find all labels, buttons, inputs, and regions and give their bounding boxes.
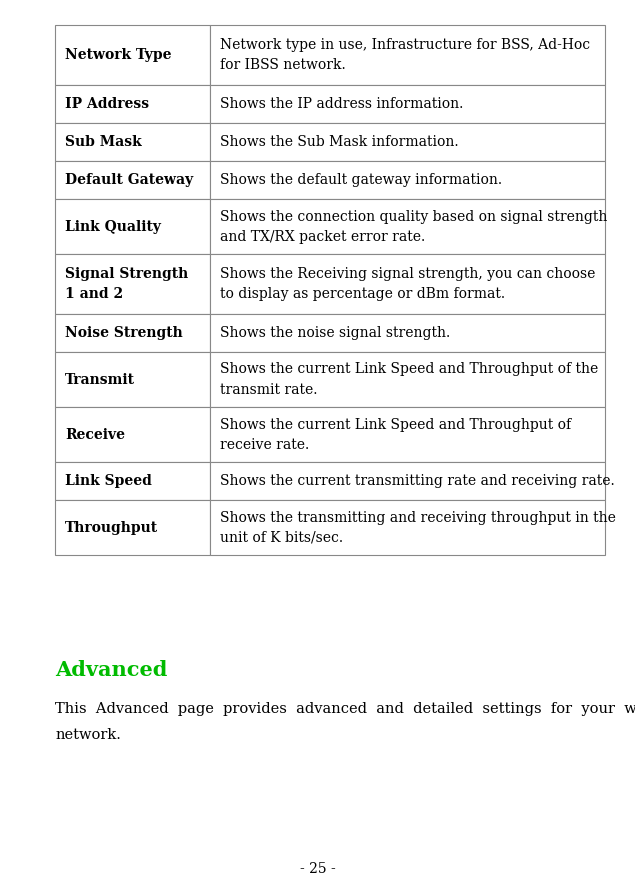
Text: Link Speed: Link Speed bbox=[65, 474, 152, 488]
Text: Shows the current Link Speed and Throughput of the: Shows the current Link Speed and Through… bbox=[220, 363, 598, 377]
Text: Receive: Receive bbox=[65, 428, 125, 442]
Text: Advanced: Advanced bbox=[55, 660, 168, 680]
Text: Default Gateway: Default Gateway bbox=[65, 173, 193, 187]
Bar bbox=[210, 199, 605, 254]
Bar bbox=[55, 25, 210, 85]
Bar bbox=[210, 462, 605, 500]
Bar bbox=[210, 161, 605, 199]
Text: network.: network. bbox=[55, 728, 121, 742]
Text: Shows the transmitting and receiving throughput in the: Shows the transmitting and receiving thr… bbox=[220, 510, 616, 525]
Text: to display as percentage or dBm format.: to display as percentage or dBm format. bbox=[220, 287, 505, 301]
Bar bbox=[55, 199, 210, 254]
Bar bbox=[55, 161, 210, 199]
Bar bbox=[55, 407, 210, 462]
Text: receive rate.: receive rate. bbox=[220, 437, 309, 452]
Bar bbox=[210, 407, 605, 462]
Text: Shows the noise signal strength.: Shows the noise signal strength. bbox=[220, 326, 450, 340]
Text: Network Type: Network Type bbox=[65, 48, 171, 62]
Text: unit of K bits/sec.: unit of K bits/sec. bbox=[220, 531, 343, 544]
Text: Shows the Sub Mask information.: Shows the Sub Mask information. bbox=[220, 135, 458, 149]
Bar bbox=[210, 500, 605, 555]
Text: Network type in use, Infrastructure for BSS, Ad-Hoc: Network type in use, Infrastructure for … bbox=[220, 38, 590, 52]
Bar bbox=[55, 500, 210, 555]
Text: Throughput: Throughput bbox=[65, 520, 158, 534]
Text: Noise Strength: Noise Strength bbox=[65, 326, 183, 340]
Bar bbox=[210, 254, 605, 314]
Text: This  Advanced  page  provides  advanced  and  detailed  settings  for  your  wi: This Advanced page provides advanced and… bbox=[55, 702, 635, 716]
Bar bbox=[55, 123, 210, 161]
Bar bbox=[55, 85, 210, 123]
Text: IP Address: IP Address bbox=[65, 97, 149, 111]
Bar bbox=[210, 352, 605, 407]
Text: Shows the IP address information.: Shows the IP address information. bbox=[220, 97, 464, 111]
Bar bbox=[210, 123, 605, 161]
Bar bbox=[55, 462, 210, 500]
Text: Shows the current transmitting rate and receiving rate.: Shows the current transmitting rate and … bbox=[220, 474, 615, 488]
Text: and TX/RX packet error rate.: and TX/RX packet error rate. bbox=[220, 229, 425, 244]
Bar bbox=[55, 352, 210, 407]
Text: Signal Strength: Signal Strength bbox=[65, 267, 188, 281]
Text: Sub Mask: Sub Mask bbox=[65, 135, 142, 149]
Text: transmit rate.: transmit rate. bbox=[220, 382, 318, 396]
Text: Transmit: Transmit bbox=[65, 372, 135, 387]
Text: Link Quality: Link Quality bbox=[65, 220, 161, 234]
Text: for IBSS network.: for IBSS network. bbox=[220, 58, 345, 72]
Bar bbox=[55, 254, 210, 314]
Text: 1 and 2: 1 and 2 bbox=[65, 287, 123, 301]
Bar bbox=[210, 25, 605, 85]
Text: Shows the current Link Speed and Throughput of: Shows the current Link Speed and Through… bbox=[220, 418, 571, 431]
Text: Shows the default gateway information.: Shows the default gateway information. bbox=[220, 173, 502, 187]
Bar bbox=[210, 85, 605, 123]
Bar bbox=[210, 314, 605, 352]
Text: Shows the Receiving signal strength, you can choose: Shows the Receiving signal strength, you… bbox=[220, 267, 596, 281]
Text: Shows the connection quality based on signal strength: Shows the connection quality based on si… bbox=[220, 210, 607, 223]
Bar bbox=[55, 314, 210, 352]
Text: - 25 -: - 25 - bbox=[300, 862, 335, 876]
